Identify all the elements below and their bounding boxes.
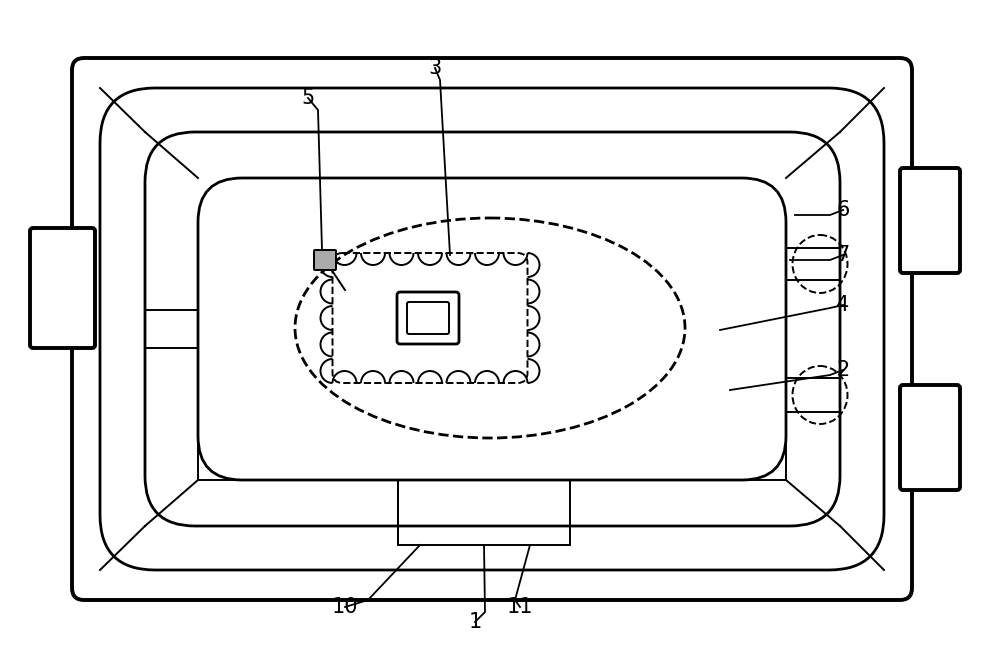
Text: 3: 3: [428, 58, 442, 78]
FancyBboxPatch shape: [397, 292, 459, 344]
FancyBboxPatch shape: [900, 385, 960, 490]
Text: 4: 4: [836, 295, 850, 315]
FancyBboxPatch shape: [72, 58, 912, 600]
Text: 6: 6: [836, 200, 850, 220]
FancyBboxPatch shape: [145, 132, 840, 526]
Text: 11: 11: [507, 597, 533, 617]
Text: 10: 10: [332, 597, 358, 617]
FancyBboxPatch shape: [314, 250, 336, 270]
FancyBboxPatch shape: [100, 88, 884, 570]
FancyBboxPatch shape: [407, 302, 449, 334]
FancyBboxPatch shape: [30, 228, 95, 348]
Text: 5: 5: [301, 88, 315, 108]
Text: 2: 2: [836, 360, 850, 380]
Text: 7: 7: [836, 245, 850, 265]
FancyBboxPatch shape: [900, 168, 960, 273]
Text: 1: 1: [468, 612, 482, 632]
FancyBboxPatch shape: [198, 178, 786, 480]
